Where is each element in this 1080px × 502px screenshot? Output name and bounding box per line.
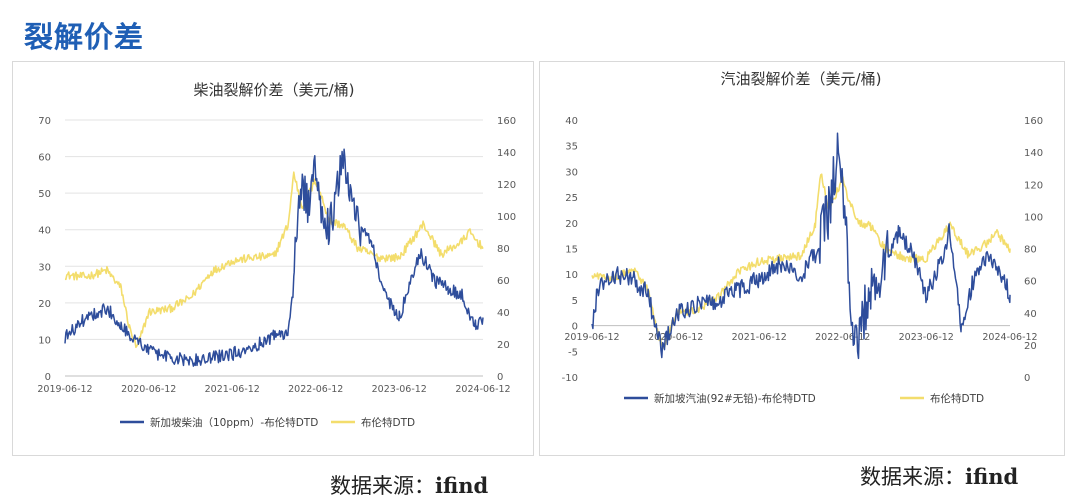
brent-series-line — [64, 171, 484, 349]
y-right-tick-label: 120 — [1024, 180, 1043, 191]
y-right-tick-label: 120 — [497, 180, 516, 191]
x-tick-label: 2024-06-12 — [455, 384, 510, 395]
y-right-tick-label: 80 — [1024, 245, 1037, 256]
y-right-tick-label: 20 — [497, 340, 510, 351]
x-tick-label: 2022-06-12 — [815, 332, 870, 343]
x-tick-label: 2019-06-12 — [37, 384, 92, 395]
diesel-crack-chart-panel: 柴油裂解价差（美元/桶) 0 10 20 30 40 50 60 70 0 20 40 60 80 100 1… — [12, 61, 534, 456]
y-right-tick-label: 60 — [1024, 277, 1037, 288]
y-left-tick-label: 0 — [572, 322, 578, 333]
data-source-value: ifind — [435, 473, 489, 498]
x-tick-label: 2019-06-12 — [564, 332, 619, 343]
y-right-tick-label: 140 — [497, 148, 516, 159]
data-source-left: 数据来源：ifind — [330, 470, 488, 500]
legend-label: 布伦特DTD — [361, 416, 415, 429]
data-source-prefix: 数据来源： — [860, 465, 965, 489]
x-tick-label: 2021-06-12 — [732, 332, 787, 343]
crack-spread-series-line — [64, 148, 484, 367]
y-right-tick-label: 60 — [497, 276, 510, 287]
y-right-tick-label: 140 — [1024, 148, 1043, 159]
crack-spread-series-line — [591, 132, 1011, 360]
y-left-tick-label: 30 — [565, 167, 578, 178]
y-left-tick-label: 0 — [45, 372, 51, 383]
brent-series-line — [591, 173, 1011, 349]
y-left-tick-label: 70 — [38, 116, 51, 127]
data-source-prefix: 数据来源： — [330, 474, 435, 498]
y-left-tick-label: 15 — [565, 245, 578, 256]
data-source-value: ifind — [965, 464, 1019, 489]
x-tick-label: 2020-06-12 — [648, 332, 703, 343]
x-tick-label: 2021-06-12 — [205, 384, 260, 395]
y-left-tick-label: 5 — [572, 296, 578, 307]
y-right-tick-label: 100 — [497, 212, 516, 223]
y-left-tick-label: 20 — [38, 299, 51, 310]
x-tick-label: 2022-06-12 — [288, 384, 343, 395]
y-left-tick-label: 30 — [38, 262, 51, 273]
y-left-tick-label: 40 — [38, 226, 51, 237]
y-left-tick-label: 10 — [38, 335, 51, 346]
y-left-tick-label: 40 — [565, 116, 578, 127]
legend-label: 新加坡汽油(92#无铅)-布伦特DTD — [654, 392, 816, 405]
legend-label: 布伦特DTD — [930, 392, 984, 405]
y-left-tick-label: 60 — [38, 153, 51, 164]
y-right-tick-label: 0 — [1024, 373, 1030, 384]
y-right-tick-label: 20 — [1024, 341, 1037, 352]
y-left-tick-label: 35 — [565, 142, 578, 153]
y-right-tick-label: 40 — [1024, 309, 1037, 320]
data-source-right: 数据来源：ifind — [860, 461, 1018, 491]
chart-title: 汽油裂解价差（美元/桶) — [721, 70, 882, 88]
y-right-tick-label: 160 — [497, 116, 516, 127]
x-tick-label: 2020-06-12 — [121, 384, 176, 395]
y-left-tick-label: 25 — [565, 193, 578, 204]
y-right-tick-label: 80 — [497, 244, 510, 255]
y-left-tick-label: -5 — [568, 347, 578, 358]
y-right-tick-label: 100 — [1024, 212, 1043, 223]
chart-title: 柴油裂解价差（美元/桶) — [194, 81, 355, 99]
legend-label: 新加坡柴油（10ppm）-布伦特DTD — [150, 416, 318, 429]
y-left-tick-label: 50 — [38, 189, 51, 200]
gasoline-crack-chart: 汽油裂解价差（美元/桶) -10 -5 0 5 10 15 20 25 30 35 40 0 20 40 60… — [562, 70, 1043, 405]
x-tick-label: 2023-06-12 — [899, 332, 954, 343]
x-tick-label: 2024-06-12 — [982, 332, 1037, 343]
y-left-tick-label: 20 — [565, 219, 578, 230]
y-right-tick-label: 0 — [497, 372, 503, 383]
y-right-tick-label: 160 — [1024, 116, 1043, 127]
y-right-tick-label: 40 — [497, 308, 510, 319]
y-left-tick-label: -10 — [562, 373, 578, 384]
y-left-tick-label: 10 — [565, 270, 578, 281]
page-title: 裂解价差 — [24, 20, 145, 54]
gasoline-crack-chart-panel: 汽油裂解价差（美元/桶) -10 -5 0 5 10 15 20 25 30 35 40 0 20 40 60… — [539, 61, 1065, 456]
diesel-crack-chart: 柴油裂解价差（美元/桶) 0 10 20 30 40 50 60 70 0 20 40 60 80 100 1… — [37, 81, 516, 429]
x-tick-label: 2023-06-12 — [372, 384, 427, 395]
